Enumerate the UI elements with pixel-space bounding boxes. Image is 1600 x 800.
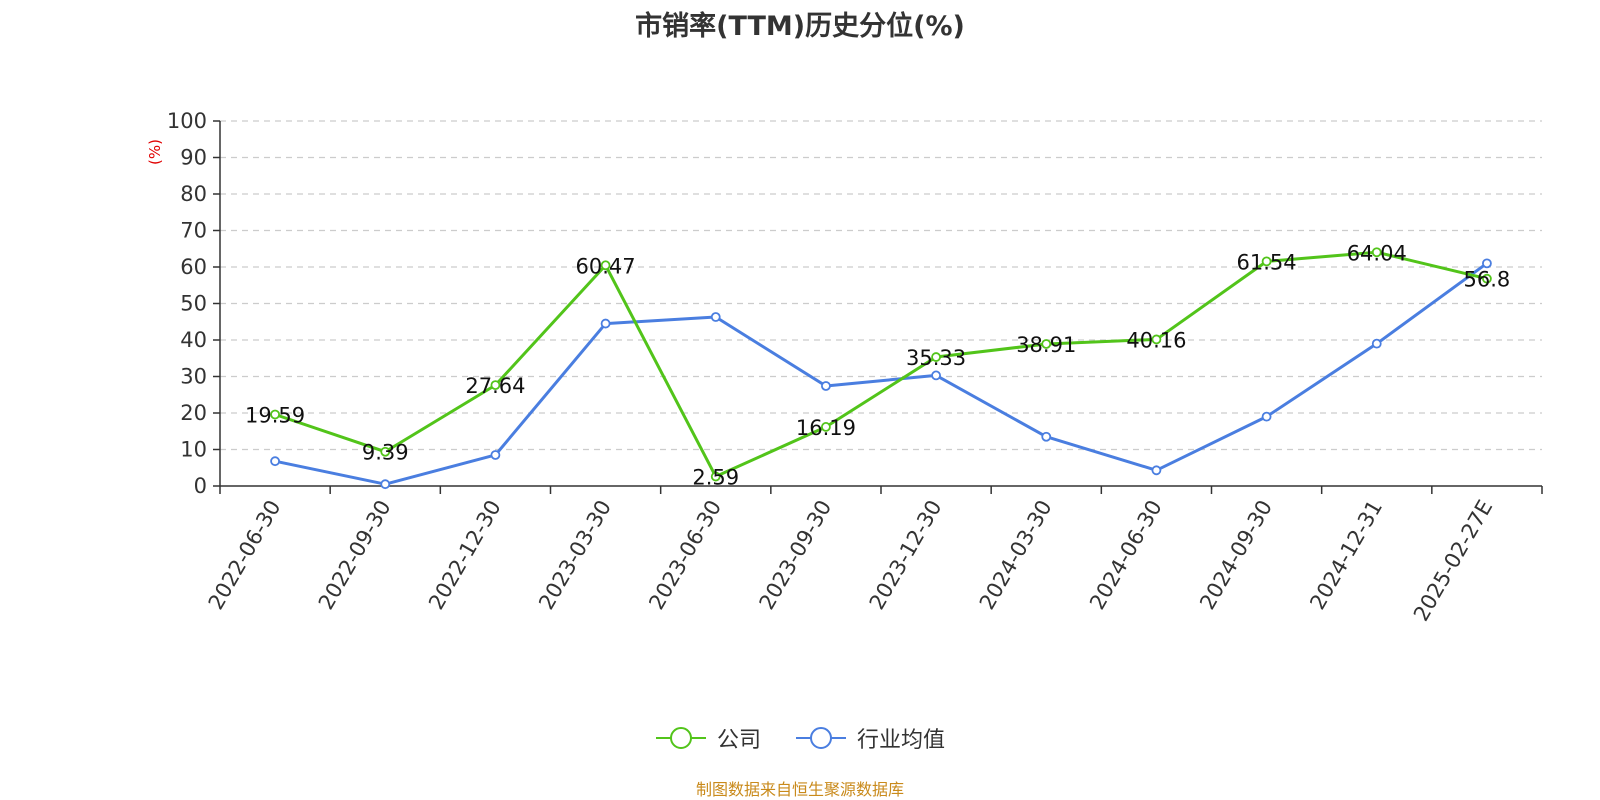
x-tick-label: 2022-12-30: [424, 496, 506, 614]
data-point[interactable]: [270, 409, 280, 420]
legend-label-company: 公司: [716, 728, 761, 753]
data-point[interactable]: [1041, 339, 1052, 349]
y-tick-label: 0: [194, 474, 207, 498]
legend-line-circle-icon: [796, 727, 846, 749]
y-axis-title: (%): [146, 139, 164, 165]
data-point[interactable]: [1371, 247, 1382, 258]
y-tick-label: 20: [180, 401, 207, 425]
x-tick-label: 2023-12-30: [865, 496, 947, 614]
data-label: 19.59: [245, 403, 305, 427]
data-point[interactable]: [1261, 256, 1272, 267]
data-label: 61.54: [1237, 250, 1297, 274]
x-tick-label: 2023-09-30: [755, 496, 837, 614]
data-label: 9.39: [362, 441, 409, 465]
x-tick-label: 2025-02-27E: [1409, 496, 1497, 625]
y-tick-label: 100: [167, 109, 207, 133]
x-tick-label: 2024-09-30: [1195, 496, 1277, 614]
x-tick-label: 2023-03-30: [534, 496, 616, 614]
data-point[interactable]: [1151, 465, 1162, 476]
y-tick-label: 80: [180, 182, 207, 206]
y-tick-label: 70: [180, 219, 207, 243]
legend-item-industry-average[interactable]: 行业均值: [795, 722, 945, 754]
chart-title: 市销率(TTM)历史分位(%): [635, 11, 965, 42]
y-tick-label: 90: [180, 146, 207, 170]
y-tick-label: 50: [180, 292, 207, 316]
data-label: 27.64: [465, 374, 525, 398]
y-tick-label: 40: [180, 328, 207, 352]
data-point[interactable]: [931, 352, 941, 362]
x-tick-label: 2024-12-31: [1305, 496, 1387, 614]
data-point[interactable]: [710, 312, 721, 322]
data-point[interactable]: [380, 479, 391, 490]
data-point[interactable]: [931, 370, 941, 381]
legend-label-industry-average: 行业均值: [857, 728, 946, 753]
data-label: 40.16: [1126, 328, 1186, 352]
data-label: 60.47: [576, 254, 636, 278]
data-label: 56.8: [1464, 268, 1511, 292]
data-point[interactable]: [380, 446, 391, 457]
series-line-1: [274, 262, 1488, 486]
x-tick-label: 2023-06-30: [644, 496, 726, 614]
series-line-0: [274, 250, 1488, 479]
series-lines: [274, 250, 1488, 486]
legend-line-circle-icon: [655, 727, 706, 749]
data-point[interactable]: [1151, 334, 1162, 345]
data-point[interactable]: [600, 318, 611, 329]
data-point[interactable]: [710, 471, 721, 482]
data-point[interactable]: [490, 380, 501, 391]
x-tick-label: 2024-03-30: [975, 496, 1057, 614]
y-tick-label: 10: [180, 438, 207, 462]
gridlines: [220, 120, 1542, 451]
data-label: 16.19: [796, 416, 856, 440]
data-point[interactable]: [821, 422, 831, 432]
data-point[interactable]: [1041, 431, 1052, 442]
data-point[interactable]: [1261, 411, 1272, 422]
y-tick-label: 60: [180, 255, 207, 279]
data-point[interactable]: [821, 381, 831, 391]
data-label: 2.59: [692, 466, 739, 490]
y-tick-label: 30: [180, 365, 207, 389]
data-point[interactable]: [490, 450, 501, 460]
data-point[interactable]: [1371, 338, 1382, 349]
x-tick-label: 2022-06-30: [204, 496, 286, 614]
data-label: 38.91: [1016, 333, 1076, 357]
x-tick-label: 2024-06-30: [1085, 496, 1167, 614]
legend: 公司 行业均值: [0, 722, 1600, 754]
x-tick-label: 2022-09-30: [314, 496, 396, 614]
data-label: 35.33: [906, 346, 966, 370]
data-point[interactable]: [1482, 258, 1492, 269]
legend-item-company[interactable]: 公司: [655, 722, 761, 754]
axes: 0 10 20 30 40 50 60 70 80 90 100 2022-06-30 2022-09-…: [167, 109, 1543, 625]
data-label: 64.04: [1347, 241, 1407, 265]
data-points: [270, 247, 1492, 490]
data-labels: 19.59 9.39 27.64 60.47 2.59 16.19 35.33 38.91 40…: [245, 241, 1510, 489]
data-point[interactable]: [270, 456, 280, 467]
source-note: 制图数据来自恒生聚源数据库: [695, 780, 904, 799]
data-point[interactable]: [600, 260, 611, 271]
data-point[interactable]: [1482, 273, 1492, 284]
